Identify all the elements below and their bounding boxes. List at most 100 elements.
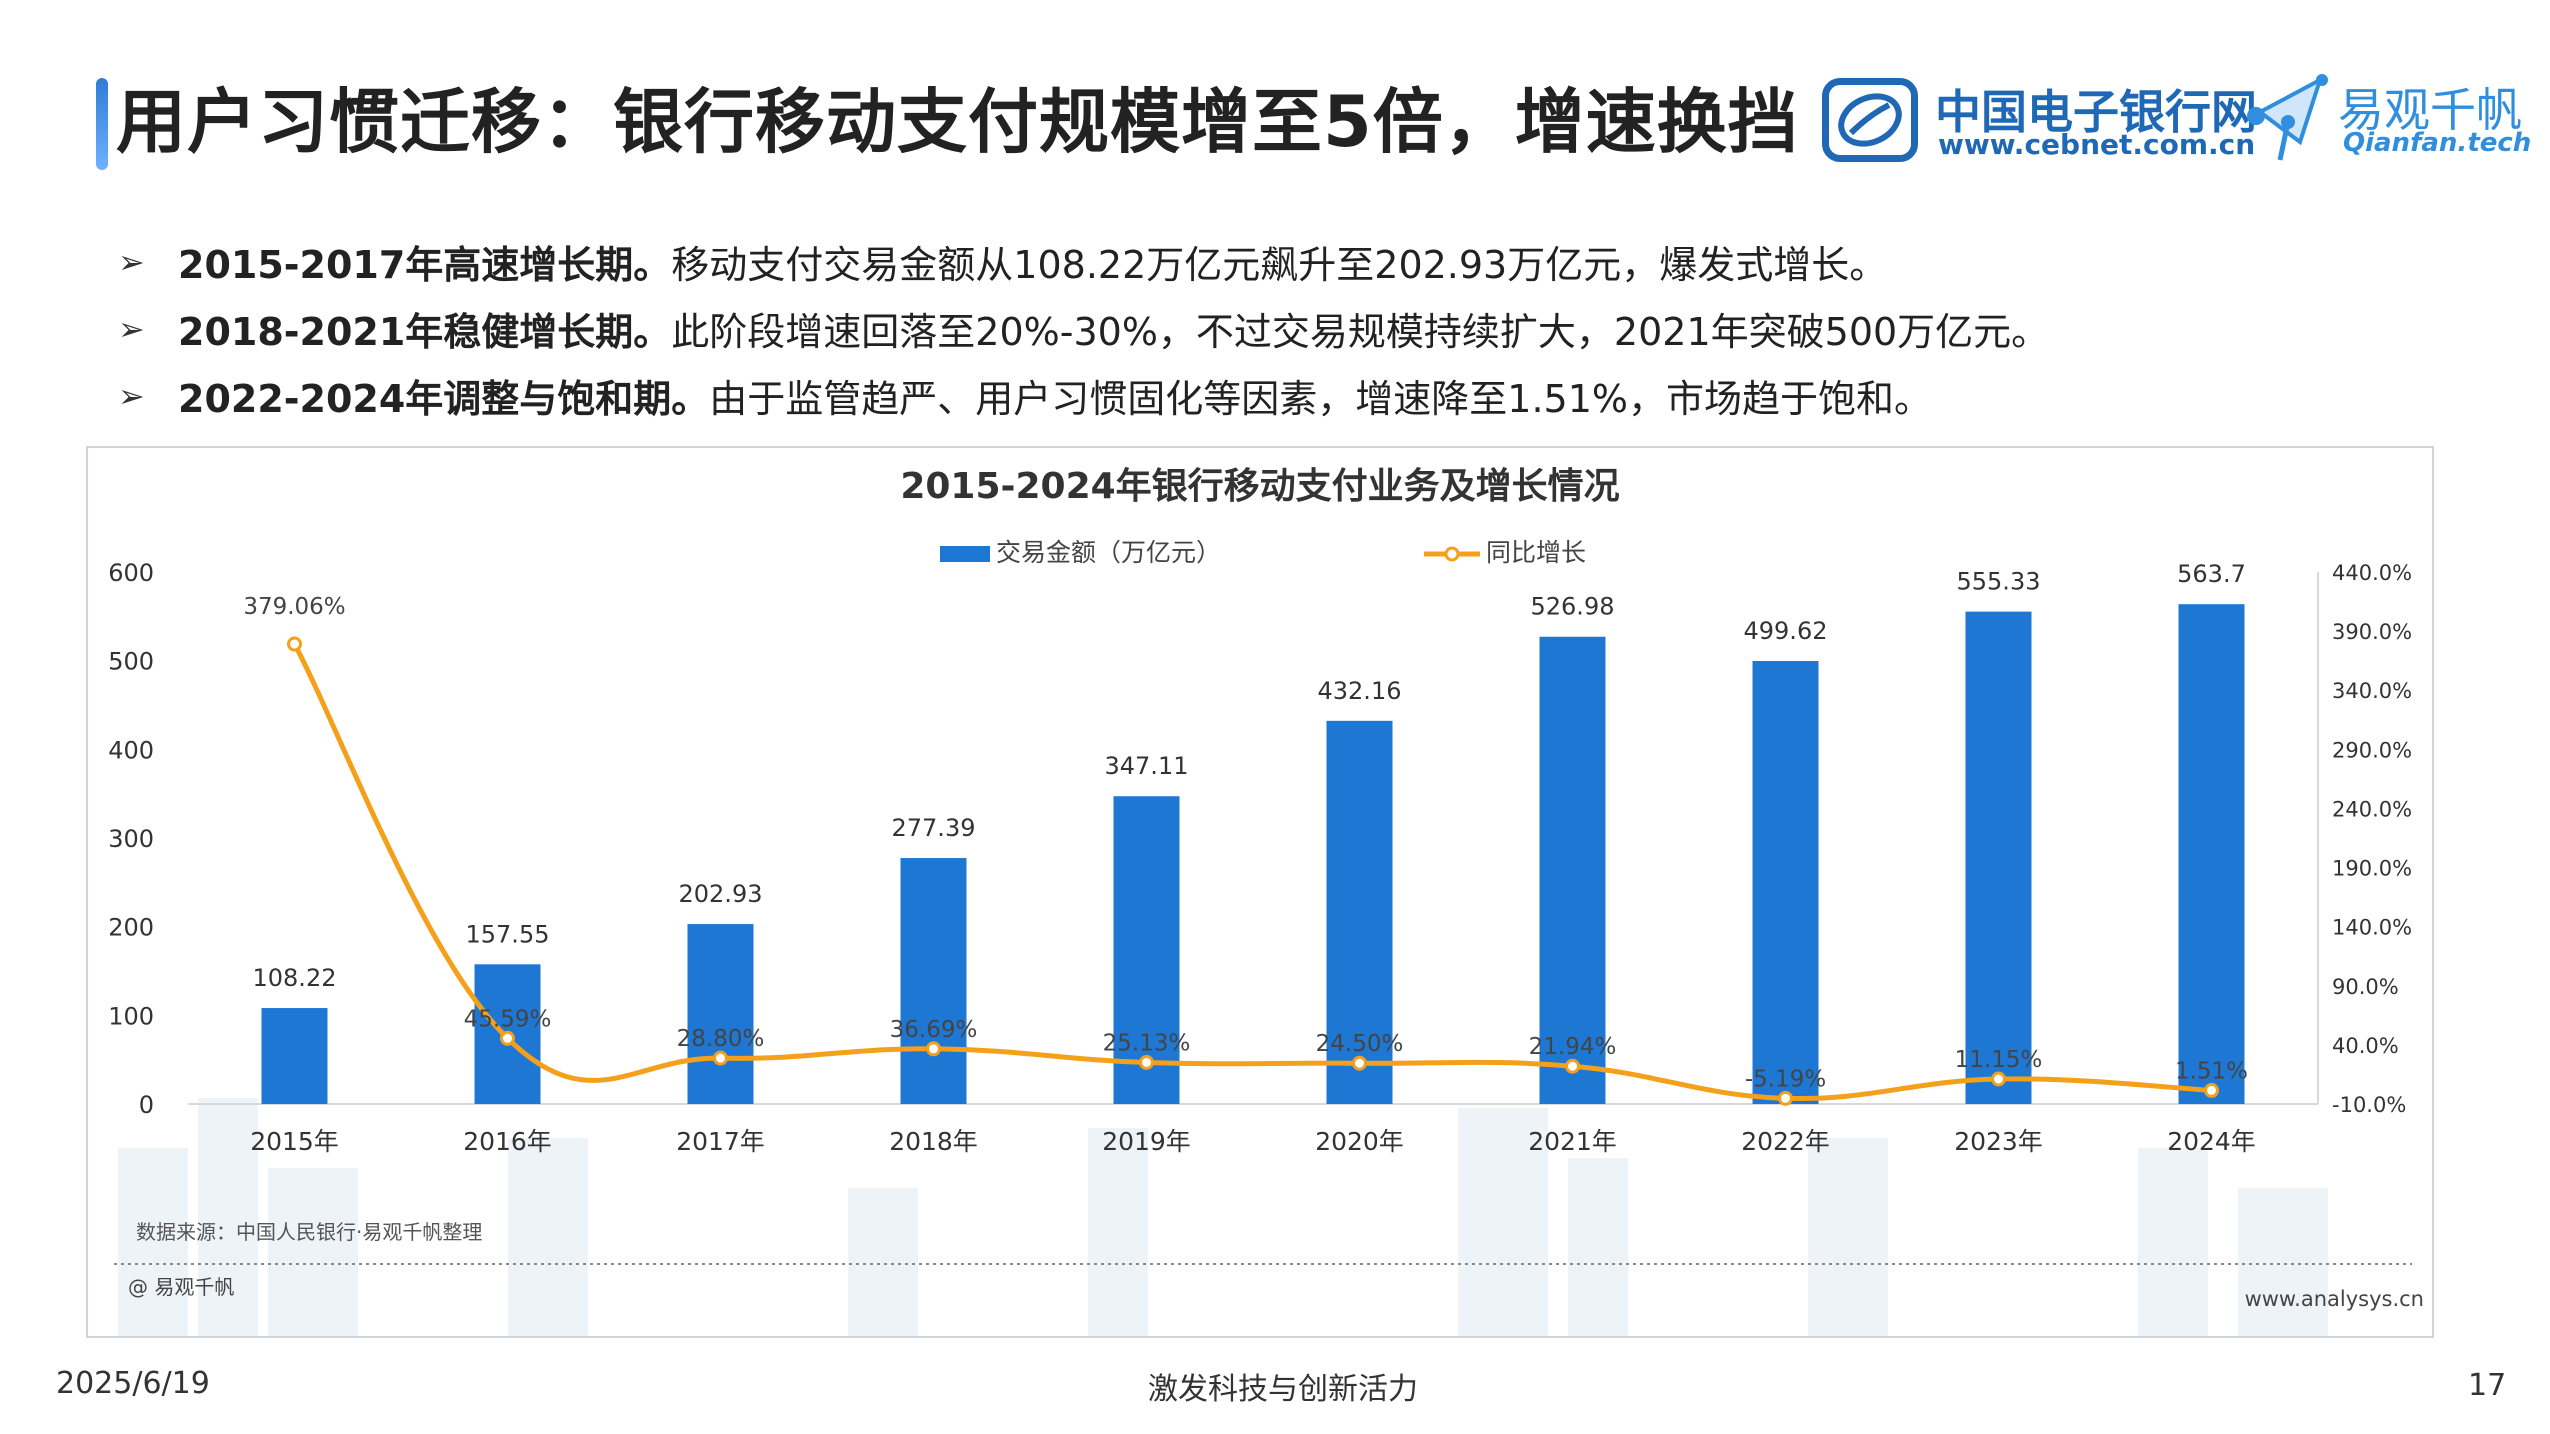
right-y-tick-label: 440.0% [2332, 561, 2412, 585]
right-y-tick-label: 140.0% [2332, 916, 2412, 940]
growth-value-label: -5.19% [1745, 1066, 1826, 1092]
bars-layer [261, 604, 2245, 1104]
bar-value-label: 526.98 [1531, 593, 1615, 621]
growth-value-label: 379.06% [243, 594, 345, 620]
growth-point-2020年 [1352, 1055, 1367, 1071]
bar-value-label: 499.62 [1744, 617, 1828, 645]
growth-value-label: 24.50% [1316, 1031, 1404, 1057]
bullet-item: ➢ 2018-2021年稳健增长期。 此阶段增速回落至20%-30%，不过交易规… [118, 295, 2049, 362]
chart-title: 2015-2024年银行移动支付业务及增长情况 [900, 466, 1619, 507]
labels-layer: 108.22 157.55 202.93 277.39 347.11 432.16 526.… [243, 560, 2248, 1092]
growth-value-label: 28.80% [677, 1026, 765, 1052]
chart-legend: 交易金额（万亿元） 同比增长 [940, 538, 1586, 567]
bar-2021年 [1539, 636, 1606, 1104]
bar-value-label: 432.16 [1318, 677, 1402, 705]
right-y-tick-label: 190.0% [2332, 857, 2412, 881]
bullet-item: ➢ 2015-2017年高速增长期。 移动支付交易金额从108.22万亿元飙升至… [118, 228, 2049, 295]
bar-value-label: 202.93 [679, 880, 763, 908]
bullet-text: 由于监管趋严、用户习惯固化等因素，增速降至1.51%，市场趋于饱和。 [709, 377, 1933, 421]
x-tick-label: 2017年 [676, 1127, 765, 1156]
right-y-tick-label: 340.0% [2332, 679, 2412, 703]
bar-value-label: 347.11 [1105, 752, 1189, 780]
bar-2017年 [687, 924, 754, 1104]
left-y-tick-label: 400 [108, 736, 154, 764]
page-number: 17 [2468, 1368, 2507, 1403]
cebnet-logo-icon [1822, 78, 1918, 162]
footer-date: 2025/6/19 [56, 1366, 210, 1401]
bullet-text: 移动支付交易金额从108.22万亿元飙升至202.93万亿元，爆发式增长。 [671, 243, 1888, 287]
arrow-bullet-icon: ➢ [118, 309, 145, 348]
cebnet-logo-url: www.cebnet.com.cn [1938, 128, 2256, 161]
chart-source: 数据来源：中国人民银行·易观千帆整理 [136, 1220, 482, 1244]
bullet-heading: 2018-2021年稳健增长期。 [178, 310, 672, 354]
bullet-item: ➢ 2022-2024年调整与饱和期。 由于监管趋严、用户习惯固化等因素，增速降… [118, 362, 2049, 429]
qianfan-logo-icon [2240, 72, 2340, 164]
bar-value-label: 277.39 [892, 814, 976, 842]
right-y-tick-label: 390.0% [2332, 620, 2412, 644]
growth-point-2017年 [713, 1050, 728, 1066]
bar-2023年 [1965, 611, 2032, 1104]
bullet-text: 此阶段增速回落至20%-30%，不过交易规模持续扩大，2021年突破500万亿元… [671, 310, 2050, 354]
x-tick-label: 2020年 [1315, 1127, 1404, 1156]
legend-bar-label: 交易金额（万亿元） [996, 538, 1221, 567]
combo-chart: 2015-2024年银行移动支付业务及增长情况 交易金额（万亿元） 同比增长 1… [108, 466, 2424, 1336]
x-tick-label: 2023年 [1954, 1127, 2043, 1156]
bar-value-label: 157.55 [466, 920, 550, 948]
bar-2019年 [1113, 796, 1180, 1104]
growth-point-2016年 [500, 1030, 515, 1046]
bar-value-label: 555.33 [1957, 568, 2041, 596]
left-y-tick-label: 600 [108, 559, 154, 587]
bar-2020年 [1326, 720, 1393, 1104]
bullet-heading: 2015-2017年高速增长期。 [178, 243, 672, 287]
right-y-tick-label: 90.0% [2332, 975, 2399, 999]
left-y-tick-label: 300 [108, 825, 154, 853]
growth-point-2018年 [926, 1041, 941, 1057]
growth-point-2021年 [1565, 1058, 1580, 1074]
growth-value-label: 25.13% [1103, 1030, 1191, 1056]
growth-point-2024年 [2204, 1082, 2219, 1098]
qianfan-logo-url: Qianfan.tech [2343, 128, 2532, 158]
growth-value-label: 11.15% [1955, 1047, 2043, 1073]
bar-2024年 [2178, 604, 2245, 1104]
legend-bar-swatch [940, 546, 990, 562]
growth-value-label: 36.69% [890, 1017, 978, 1043]
bullet-heading: 2022-2024年调整与饱和期。 [178, 377, 710, 421]
x-tick-label: 2016年 [463, 1127, 552, 1156]
bar-value-label: 108.22 [253, 964, 337, 992]
growth-line-layer [287, 636, 2219, 1106]
x-tick-label: 2018年 [889, 1127, 978, 1156]
chart-credit: @ 易观千帆 [128, 1275, 234, 1299]
page-title: 用户习惯迁移：银行移动支付规模增至5倍，增速换挡 [116, 81, 1799, 163]
growth-point-2023年 [1991, 1071, 2006, 1087]
legend-line-marker [1444, 546, 1460, 562]
bar-2018年 [900, 858, 967, 1104]
summary-bullets: ➢ 2015-2017年高速增长期。 移动支付交易金额从108.22万亿元飙升至… [118, 228, 2049, 429]
x-tick-label: 2021年 [1528, 1127, 1617, 1156]
x-tick-label: 2019年 [1102, 1127, 1191, 1156]
qianfan-logo-name: 易观千帆 [2338, 83, 2522, 137]
axes-layer: 2015年 2016年 2017年 2018年 2019年 2020年 2021年 2022年… [108, 559, 2412, 1156]
growth-value-label: 21.94% [1529, 1034, 1617, 1060]
bar-2022年 [1752, 661, 1819, 1104]
footer-slogan: 激发科技与创新活力 [1148, 1372, 1418, 1407]
bar-2015年 [261, 1008, 328, 1104]
cebnet-logo-name: 中国电子银行网 [1935, 85, 2257, 139]
x-tick-label: 2022年 [1741, 1127, 1830, 1156]
bar-value-label: 563.7 [2177, 560, 2246, 588]
right-y-tick-label: 40.0% [2332, 1034, 2399, 1058]
chart-panel: 2015-2024年银行移动支付业务及增长情况 交易金额（万亿元） 同比增长 1… [86, 446, 2434, 1338]
arrow-bullet-icon: ➢ [118, 376, 145, 415]
left-y-tick-label: 100 [108, 1002, 154, 1030]
skyline-background [118, 1098, 2328, 1336]
growth-value-label: 1.51% [2175, 1058, 2248, 1084]
right-y-tick-label: 240.0% [2332, 797, 2412, 821]
growth-value-label: 45.59% [464, 1006, 552, 1032]
left-y-tick-label: 0 [139, 1091, 154, 1119]
growth-line [292, 642, 2212, 1102]
right-y-tick-label: 290.0% [2332, 738, 2412, 762]
right-y-tick-label: -10.0% [2332, 1093, 2406, 1117]
x-tick-label: 2024年 [2167, 1127, 2256, 1156]
growth-point-2015年 [287, 636, 302, 652]
left-y-tick-label: 500 [108, 648, 154, 676]
chart-site: www.analysys.cn [2245, 1287, 2424, 1311]
